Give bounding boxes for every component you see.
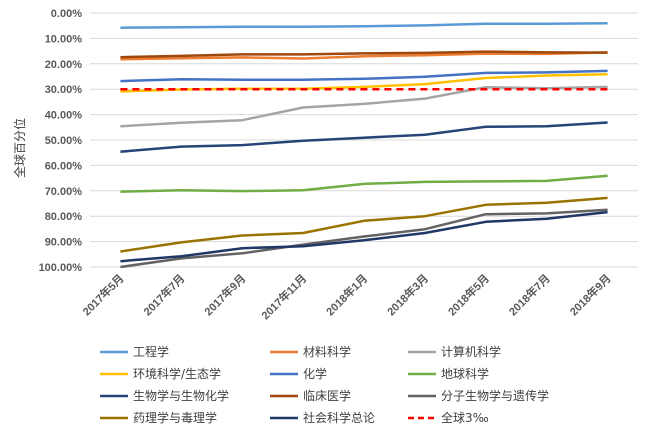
- y-tick-label: 80.00%: [45, 211, 83, 223]
- series-line: [120, 85, 608, 128]
- y-tick-label: 60.00%: [45, 160, 83, 172]
- series-line: [120, 196, 608, 253]
- legend-label: 生物学与生物化学: [133, 388, 229, 403]
- y-tick-label: 30.00%: [45, 84, 83, 96]
- y-tick-label: 0.00%: [51, 8, 82, 20]
- legend-label: 材料科学: [303, 344, 351, 359]
- series-line: [120, 21, 608, 29]
- y-tick-label: 20.00%: [45, 59, 83, 71]
- legend-label: 工程学: [133, 344, 169, 359]
- series-line: [120, 174, 608, 193]
- y-tick-label: 40.00%: [45, 110, 83, 122]
- legend-label: 分子生物学与遗传学: [441, 388, 549, 403]
- series-line: [120, 69, 608, 83]
- y-tick-label: 100.00%: [39, 262, 83, 274]
- y-axis-title: 全球百分位: [12, 118, 27, 178]
- y-tick-label: 90.00%: [45, 237, 83, 249]
- legend-label: 社会科学总论: [303, 410, 375, 425]
- series-line: [120, 50, 608, 59]
- legend-label: 地球科学: [441, 366, 489, 381]
- legend-label: 计算机科学: [441, 344, 501, 359]
- legend-label: 药理学与毒理学: [133, 410, 217, 425]
- y-tick-label: 70.00%: [45, 186, 83, 198]
- y-axis-tick-labels: 0.00% 10.00% 20.00% 30.00% 40.00% 50.00% 60.00…: [39, 8, 83, 274]
- series-line: [120, 210, 608, 263]
- legend-label: 环境科学/生态学: [133, 366, 221, 381]
- legend-label: 临床医学: [303, 388, 351, 403]
- y-tick-label: 50.00%: [45, 135, 83, 147]
- series-line: [120, 51, 608, 61]
- legend-label: 全球3‰: [441, 410, 489, 425]
- legend-label: 化学: [303, 366, 327, 381]
- series-line: [120, 208, 608, 269]
- series-lines: [120, 21, 608, 269]
- y-tick-label: 10.00%: [45, 33, 83, 45]
- series-line: [120, 121, 608, 153]
- series-line: [120, 72, 608, 93]
